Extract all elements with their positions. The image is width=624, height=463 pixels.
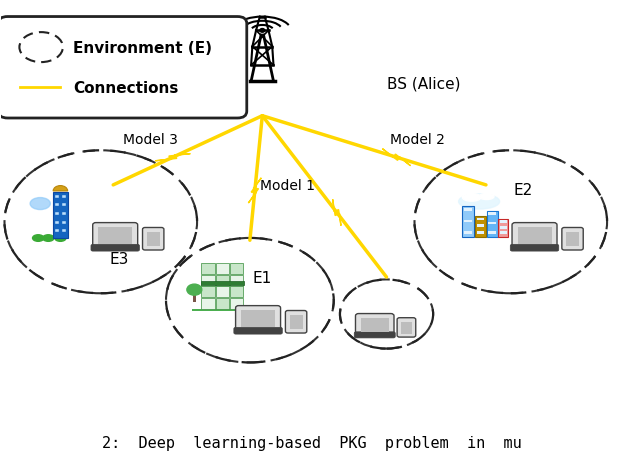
FancyBboxPatch shape xyxy=(241,310,275,327)
FancyBboxPatch shape xyxy=(62,204,66,207)
FancyBboxPatch shape xyxy=(147,232,160,247)
FancyBboxPatch shape xyxy=(488,213,496,215)
FancyBboxPatch shape xyxy=(215,275,229,286)
FancyBboxPatch shape xyxy=(55,221,59,224)
FancyBboxPatch shape xyxy=(215,298,229,309)
FancyBboxPatch shape xyxy=(462,207,474,238)
Text: BS (Alice): BS (Alice) xyxy=(386,77,460,92)
FancyBboxPatch shape xyxy=(397,318,416,338)
Circle shape xyxy=(187,285,202,295)
FancyBboxPatch shape xyxy=(62,221,66,224)
FancyBboxPatch shape xyxy=(91,245,139,251)
Polygon shape xyxy=(248,178,261,204)
Polygon shape xyxy=(383,150,411,166)
FancyBboxPatch shape xyxy=(192,309,251,312)
FancyBboxPatch shape xyxy=(93,223,138,249)
FancyBboxPatch shape xyxy=(202,275,215,286)
Ellipse shape xyxy=(459,194,500,210)
FancyBboxPatch shape xyxy=(477,225,484,228)
FancyBboxPatch shape xyxy=(55,213,59,216)
FancyBboxPatch shape xyxy=(230,275,243,286)
FancyBboxPatch shape xyxy=(202,298,215,309)
FancyBboxPatch shape xyxy=(464,232,472,235)
FancyBboxPatch shape xyxy=(62,230,66,233)
FancyBboxPatch shape xyxy=(55,195,59,199)
Text: E3: E3 xyxy=(110,251,129,267)
FancyBboxPatch shape xyxy=(55,230,59,233)
Wedge shape xyxy=(53,186,67,192)
FancyBboxPatch shape xyxy=(354,332,395,338)
FancyBboxPatch shape xyxy=(500,221,507,224)
FancyBboxPatch shape xyxy=(566,232,579,247)
Text: Model 1: Model 1 xyxy=(260,179,314,193)
FancyBboxPatch shape xyxy=(202,282,244,285)
FancyBboxPatch shape xyxy=(361,318,389,332)
Polygon shape xyxy=(333,200,341,226)
Text: Model 3: Model 3 xyxy=(123,132,178,146)
FancyBboxPatch shape xyxy=(487,211,498,238)
FancyBboxPatch shape xyxy=(562,228,583,250)
FancyBboxPatch shape xyxy=(0,18,246,119)
FancyBboxPatch shape xyxy=(464,220,472,223)
Ellipse shape xyxy=(55,235,66,242)
FancyBboxPatch shape xyxy=(230,298,243,309)
FancyBboxPatch shape xyxy=(517,227,552,244)
FancyBboxPatch shape xyxy=(356,314,394,336)
FancyBboxPatch shape xyxy=(202,263,215,275)
FancyBboxPatch shape xyxy=(477,218,484,221)
FancyBboxPatch shape xyxy=(62,213,66,216)
FancyBboxPatch shape xyxy=(215,263,229,275)
Ellipse shape xyxy=(32,235,44,242)
Ellipse shape xyxy=(30,198,51,210)
Text: Connections: Connections xyxy=(73,81,178,96)
FancyBboxPatch shape xyxy=(53,192,67,238)
Polygon shape xyxy=(26,78,43,99)
FancyBboxPatch shape xyxy=(230,287,243,298)
FancyBboxPatch shape xyxy=(202,287,215,298)
FancyBboxPatch shape xyxy=(477,232,484,235)
FancyBboxPatch shape xyxy=(215,287,229,298)
FancyBboxPatch shape xyxy=(499,219,508,238)
Text: Model 2: Model 2 xyxy=(390,132,445,146)
FancyBboxPatch shape xyxy=(464,208,472,211)
Text: E2: E2 xyxy=(514,182,533,198)
FancyBboxPatch shape xyxy=(98,227,132,244)
FancyBboxPatch shape xyxy=(142,228,164,250)
FancyBboxPatch shape xyxy=(401,322,412,334)
Text: Environment (E): Environment (E) xyxy=(73,41,212,56)
FancyBboxPatch shape xyxy=(488,232,496,235)
Ellipse shape xyxy=(42,235,54,242)
FancyBboxPatch shape xyxy=(475,217,486,238)
FancyBboxPatch shape xyxy=(488,222,496,225)
FancyBboxPatch shape xyxy=(230,263,243,275)
FancyBboxPatch shape xyxy=(512,223,557,249)
Text: 2:  Deep  learning-based  PKG  problem  in  mu: 2: Deep learning-based PKG problem in mu xyxy=(102,435,522,450)
Text: E1: E1 xyxy=(253,270,272,285)
FancyBboxPatch shape xyxy=(62,195,66,199)
FancyBboxPatch shape xyxy=(236,306,281,332)
FancyBboxPatch shape xyxy=(510,245,558,251)
Polygon shape xyxy=(155,154,190,162)
FancyBboxPatch shape xyxy=(193,292,196,302)
Circle shape xyxy=(260,30,265,33)
FancyBboxPatch shape xyxy=(55,204,59,207)
FancyBboxPatch shape xyxy=(285,311,307,333)
FancyBboxPatch shape xyxy=(234,328,282,334)
FancyBboxPatch shape xyxy=(500,232,507,235)
FancyBboxPatch shape xyxy=(290,315,303,330)
Ellipse shape xyxy=(462,194,481,202)
Ellipse shape xyxy=(479,194,494,200)
FancyBboxPatch shape xyxy=(500,226,507,229)
